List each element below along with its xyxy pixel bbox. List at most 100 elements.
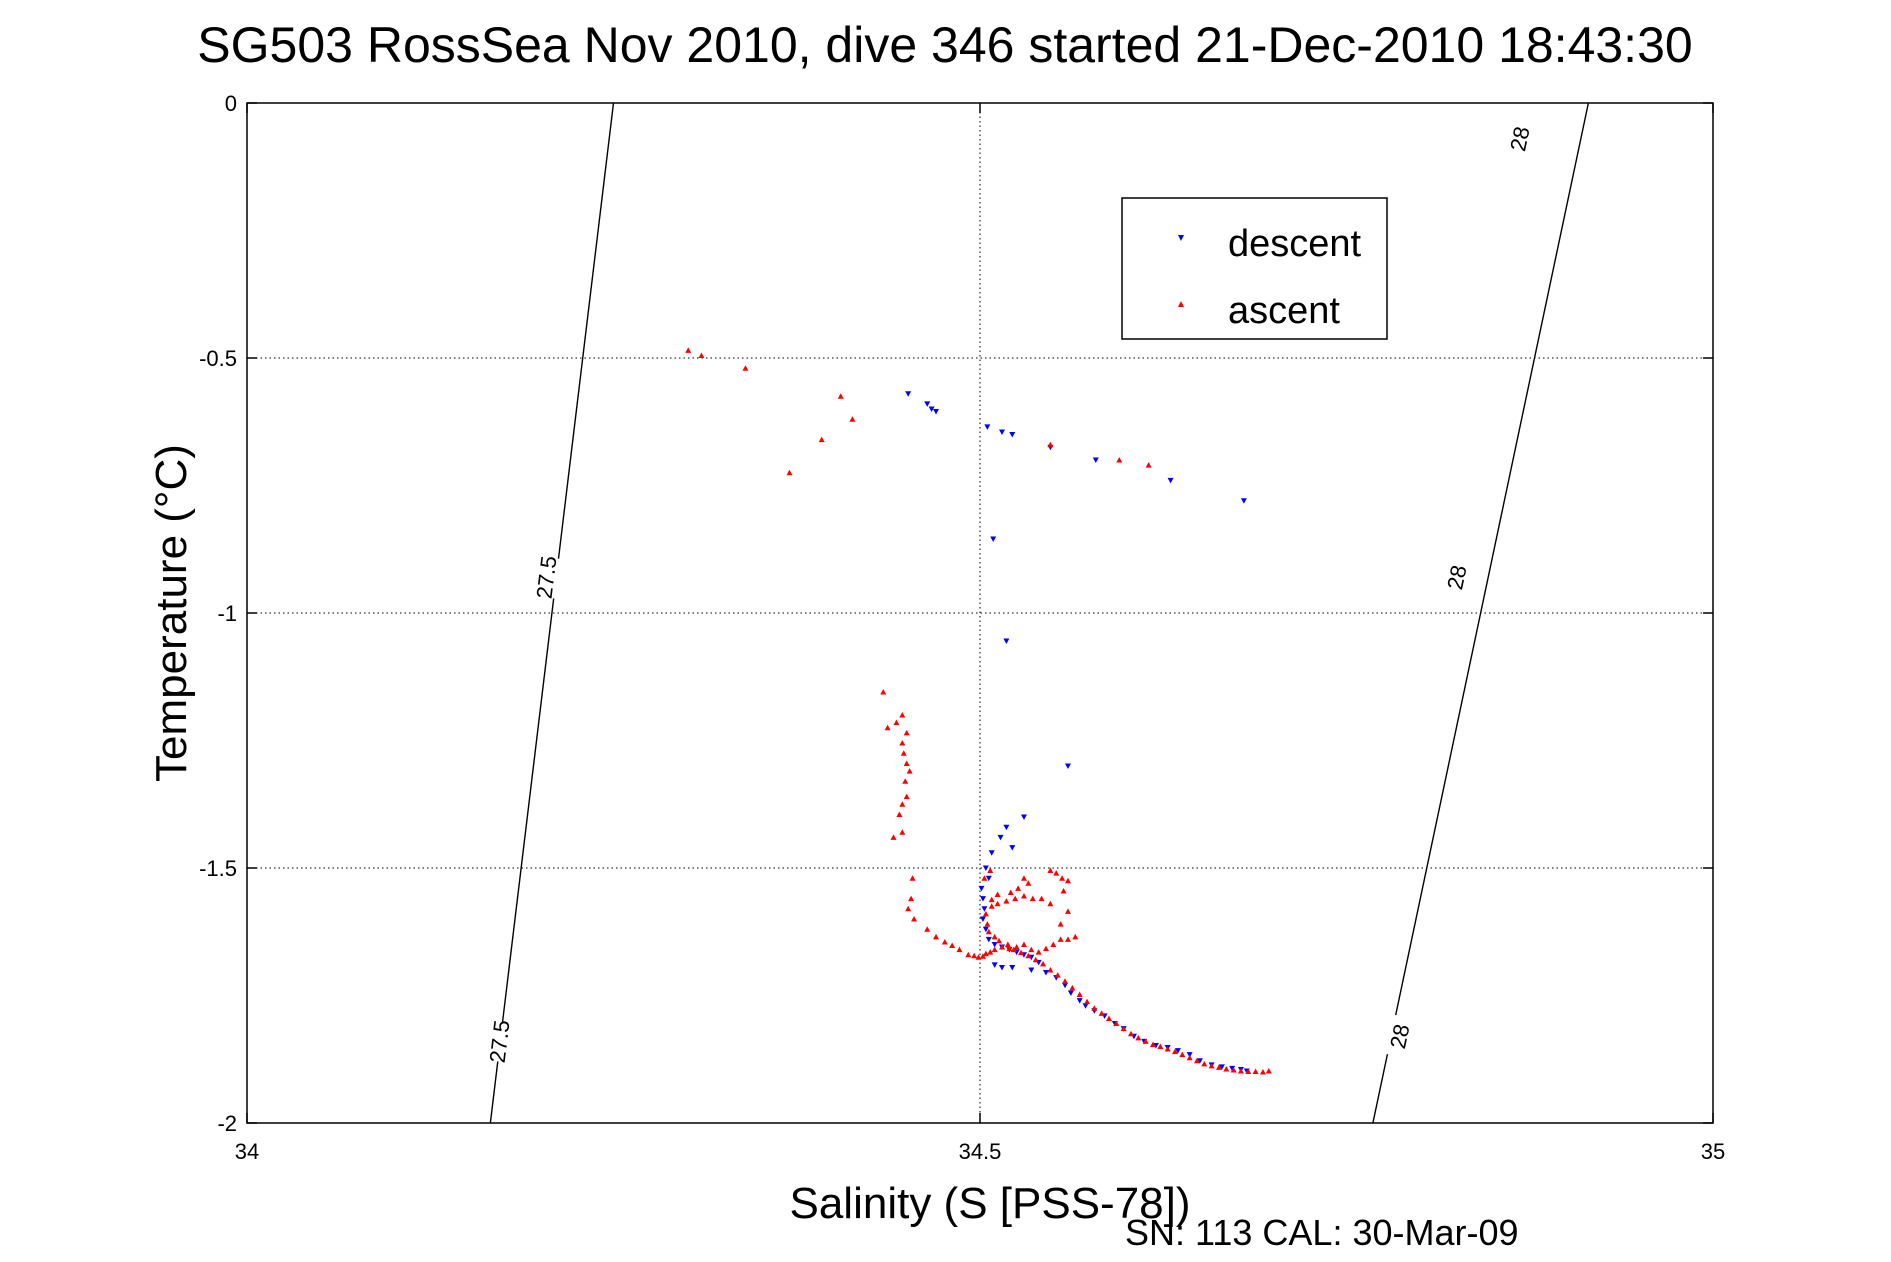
point-ascent <box>1106 1015 1113 1021</box>
point-ascent <box>971 952 978 959</box>
point-ascent <box>1020 875 1027 881</box>
axis-ticks: 34 34.5 35 0 -0.5 -1 -1.5 -2 <box>199 91 1725 1164</box>
point-descent <box>979 896 986 902</box>
point-ascent <box>1135 1034 1142 1041</box>
point-ascent <box>1020 893 1027 899</box>
y-tick-label: -1.5 <box>199 856 237 881</box>
point-descent <box>1092 457 1099 463</box>
contour-label: 28 <box>1505 124 1535 153</box>
point-ascent <box>1113 1020 1120 1027</box>
point-descent <box>1240 498 1247 504</box>
point-ascent <box>984 921 991 927</box>
point-ascent <box>908 895 915 902</box>
point-ascent <box>1042 945 1049 952</box>
point-ascent <box>956 946 963 953</box>
point-descent <box>1003 824 1010 831</box>
point-ascent <box>899 740 906 746</box>
point-ascent <box>1047 441 1054 448</box>
density-contour-labels: 27.5 27.5 28 28 28 <box>483 116 1537 1064</box>
y-tick-label: -0.5 <box>199 346 237 371</box>
point-ascent <box>1171 1048 1178 1055</box>
point-ascent <box>1157 1043 1164 1049</box>
point-ascent <box>698 352 705 358</box>
point-ascent <box>988 903 995 909</box>
chart-title: SG503 RossSea Nov 2010, dive 346 started… <box>197 17 1692 73</box>
point-ascent <box>685 347 692 353</box>
point-descent <box>985 875 992 882</box>
point-ascent <box>1076 991 1083 997</box>
point-ascent <box>742 365 749 371</box>
contour-label-bg <box>530 555 562 599</box>
point-ascent <box>902 778 909 784</box>
point-ascent <box>1059 875 1066 881</box>
point-ascent <box>893 719 900 726</box>
point-ascent <box>991 933 998 940</box>
point-descent <box>905 391 912 397</box>
point-descent <box>982 926 989 933</box>
point-ascent <box>1064 936 1071 942</box>
point-ascent <box>1164 1046 1171 1052</box>
point-ascent <box>1004 941 1011 947</box>
point-descent <box>998 964 1005 971</box>
point-ascent <box>982 950 989 957</box>
point-ascent <box>786 469 793 476</box>
point-ascent <box>1013 944 1020 950</box>
legend-label-descent: descent <box>1228 223 1362 265</box>
point-ascent <box>949 942 956 949</box>
point-ascent <box>1018 949 1025 956</box>
point-descent <box>979 916 986 922</box>
contour-label-bg <box>1382 1014 1417 1059</box>
point-ascent <box>818 436 825 443</box>
y-tick-label: -1 <box>217 601 237 626</box>
x-axis-label: Salinity (S [PSS-78]) <box>789 1179 1190 1228</box>
point-ascent <box>1035 949 1042 955</box>
point-ascent <box>987 867 994 874</box>
point-ascent <box>1038 895 1045 902</box>
point-ascent <box>1245 1068 1252 1074</box>
y-tick-label: 0 <box>225 91 237 116</box>
point-descent <box>978 885 985 892</box>
contour-label: 28 <box>1442 563 1472 592</box>
point-ascent <box>1040 960 1047 967</box>
point-ascent <box>1032 956 1039 963</box>
point-descent <box>984 424 991 430</box>
point-descent <box>1076 998 1083 1004</box>
density-contour-28 <box>1372 103 1590 1123</box>
density-contours <box>489 103 1590 1123</box>
point-ascent <box>899 712 906 718</box>
point-ascent <box>985 928 992 935</box>
point-ascent <box>1057 921 1064 927</box>
point-descent <box>1167 477 1174 484</box>
y-axis-label: Temperature (°C) <box>147 444 196 782</box>
density-contour-27.5 <box>489 103 615 1123</box>
point-ascent <box>884 724 891 731</box>
point-ascent <box>1047 867 1054 874</box>
point-ascent <box>1120 1025 1127 1032</box>
point-ascent <box>849 416 856 422</box>
y-tick-label: -2 <box>217 1111 237 1136</box>
point-ascent <box>903 793 910 800</box>
point-ascent <box>899 801 906 807</box>
point-descent <box>1009 964 1016 971</box>
point-ascent <box>979 953 986 959</box>
point-ascent <box>975 954 982 960</box>
data-points <box>685 347 1272 1075</box>
point-ascent <box>903 729 910 736</box>
point-ascent <box>899 829 906 835</box>
point-descent <box>981 906 988 912</box>
series-ascent <box>685 347 1272 1075</box>
point-ascent <box>1057 936 1064 942</box>
point-ascent <box>906 768 913 774</box>
point-ascent <box>1006 945 1013 952</box>
x-tick-label: 34.5 <box>959 1139 1002 1164</box>
point-ascent <box>1084 998 1091 1005</box>
point-descent <box>1020 814 1027 820</box>
point-descent <box>933 409 940 415</box>
point-ascent <box>1072 933 1079 940</box>
point-ascent <box>909 875 916 881</box>
point-ascent <box>1010 946 1017 953</box>
series-descent <box>905 391 1250 1074</box>
point-ascent <box>1142 1038 1149 1044</box>
point-descent <box>1064 763 1071 769</box>
point-ascent <box>987 949 994 955</box>
